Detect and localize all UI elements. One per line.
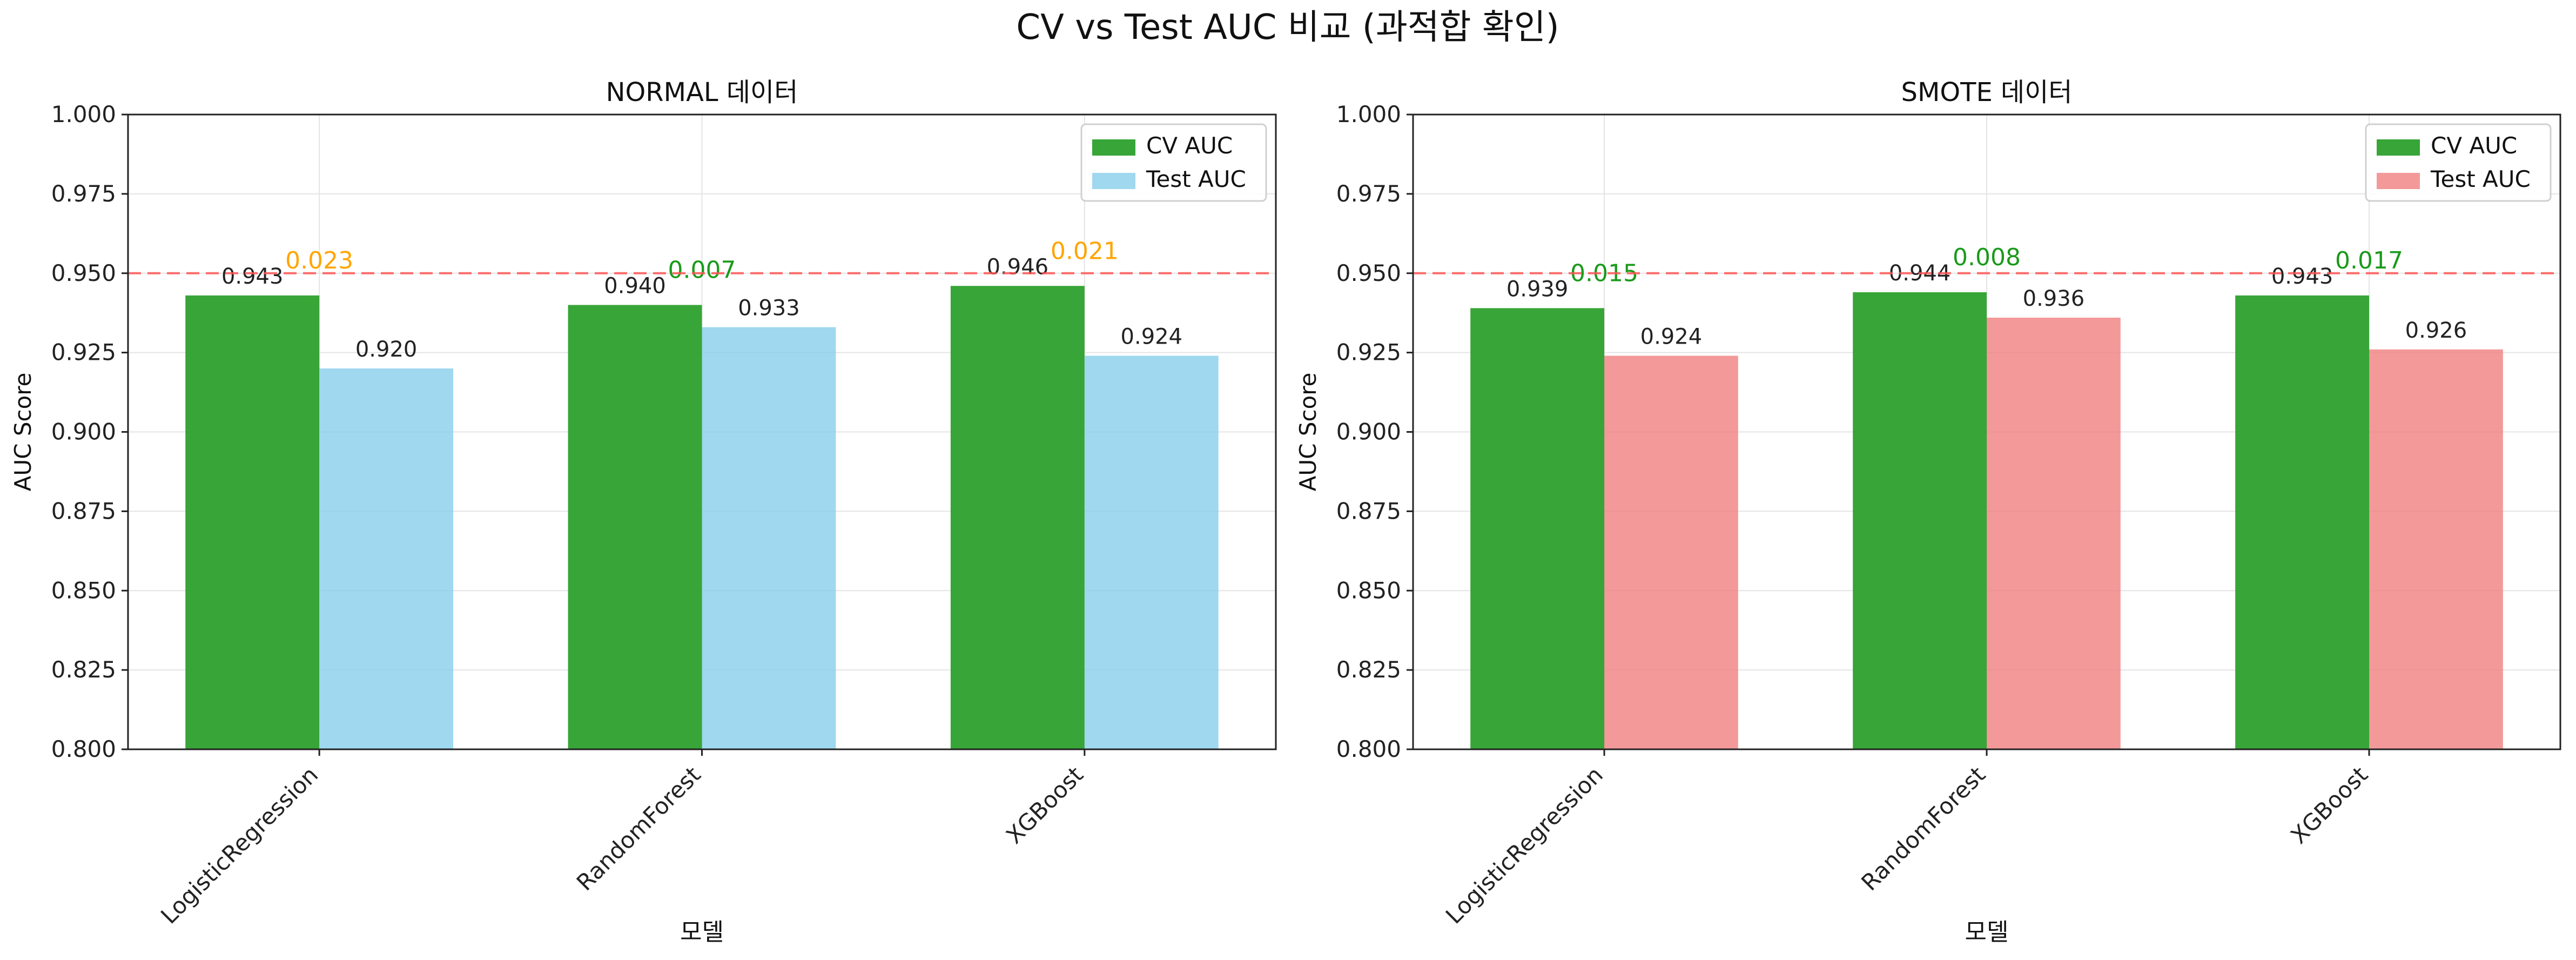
y-tick-label: 0.875 <box>51 498 116 524</box>
bar <box>1084 355 1219 749</box>
legend: CV AUC Test AUC <box>2365 123 2552 202</box>
y-tick-label: 1.000 <box>1336 101 1401 127</box>
series-test-auc: 0.920 0.933 0.924 <box>319 296 1219 749</box>
gap-label: 0.015 <box>1570 259 1638 287</box>
y-tick-label: 0.800 <box>51 736 116 762</box>
y-tick-label: 0.825 <box>51 656 116 683</box>
legend-swatch <box>2377 173 2420 189</box>
y-tick-label: 0.825 <box>1336 656 1401 683</box>
y-tick-label: 0.850 <box>1336 577 1401 603</box>
bar-value-label: 0.926 <box>2405 318 2467 343</box>
y-axis: 0.800 0.825 0.850 0.875 0.900 0.925 0.950 0.975… <box>1336 101 1413 762</box>
y-axis-label: AUC Score <box>10 373 36 492</box>
figure-title: CV vs Test AUC 비교 (과적합 확인) <box>1016 8 1559 48</box>
series-cv-auc: 0.943 0.940 0.946 <box>185 254 1085 749</box>
panels: 0.943 0.940 0.946 0.920 0.933 0.924 0.023 0.007… <box>10 77 2561 946</box>
gap-label: 0.017 <box>2335 247 2403 274</box>
y-tick-label: 0.875 <box>1336 498 1401 524</box>
legend: CV AUC Test AUC <box>1080 123 1267 202</box>
y-tick-label: 0.950 <box>51 260 116 286</box>
y-tick-label: 0.850 <box>51 577 116 603</box>
bar-value-label: 0.936 <box>2023 286 2085 311</box>
bar <box>1470 308 1604 749</box>
bar <box>1987 318 2121 749</box>
bar <box>2235 295 2369 749</box>
y-tick-label: 1.000 <box>51 101 116 127</box>
bar <box>1853 292 1987 749</box>
bar-value-label: 0.946 <box>987 254 1049 279</box>
bar-value-label: 0.924 <box>1121 325 1183 350</box>
y-tick-label: 0.950 <box>1336 260 1401 286</box>
bar <box>1604 355 1738 749</box>
gap-label: 0.023 <box>285 247 353 274</box>
bar <box>185 295 320 749</box>
bar-value-label: 0.924 <box>1640 325 1703 350</box>
legend-swatch <box>1092 173 1135 189</box>
legend-label: Test AUC <box>2430 166 2531 192</box>
bar-value-label: 0.943 <box>2271 264 2333 289</box>
bar <box>2369 349 2503 749</box>
y-tick-label: 0.925 <box>1336 339 1401 366</box>
legend-swatch <box>1092 139 1135 156</box>
gap-label: 0.021 <box>1051 237 1119 265</box>
bar <box>568 305 702 749</box>
y-tick-label: 0.975 <box>51 180 116 207</box>
bar <box>950 286 1085 749</box>
bar <box>702 327 836 749</box>
x-axis-label: 모델 <box>1965 918 2009 946</box>
gap-label: 0.007 <box>668 257 736 284</box>
y-axis: 0.800 0.825 0.850 0.875 0.900 0.925 0.950 0.975… <box>51 101 128 762</box>
gap-label: 0.008 <box>1953 244 2021 271</box>
y-axis-label: AUC Score <box>1295 373 1321 492</box>
y-tick-label: 0.900 <box>1336 419 1401 445</box>
bar-value-label: 0.943 <box>221 264 284 289</box>
legend-label: CV AUC <box>1146 132 1233 159</box>
legend-swatch <box>2377 139 2420 156</box>
bar-value-label: 0.940 <box>604 274 666 299</box>
bar-value-label: 0.933 <box>738 296 800 321</box>
series-test-auc: 0.924 0.936 0.926 <box>1604 286 2503 749</box>
chart-title: SMOTE 데이터 <box>1901 77 2072 108</box>
chart-title: NORMAL 데이터 <box>606 77 798 108</box>
bar <box>319 368 454 749</box>
y-tick-label: 0.900 <box>51 419 116 445</box>
bar-value-label: 0.920 <box>355 337 418 362</box>
bar-value-label: 0.939 <box>1506 277 1569 301</box>
legend-label: CV AUC <box>2431 132 2517 159</box>
legend-label: Test AUC <box>1146 166 1246 192</box>
y-tick-label: 0.800 <box>1336 736 1401 762</box>
x-axis-label: 모델 <box>680 918 724 946</box>
y-tick-label: 0.925 <box>51 339 116 366</box>
y-tick-label: 0.975 <box>1336 180 1401 207</box>
